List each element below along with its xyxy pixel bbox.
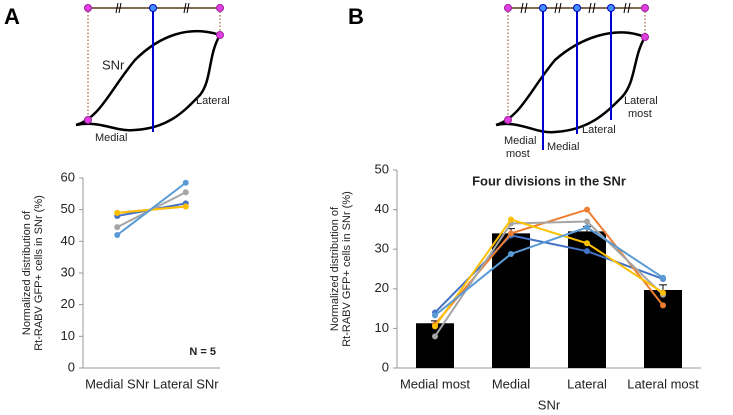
error-bar	[659, 284, 667, 290]
y-tick-label: 50	[61, 201, 75, 216]
x-tick-label: Lateral	[567, 376, 607, 391]
y-tick-label: 40	[375, 201, 389, 216]
x-tick-label: Medial most	[400, 376, 470, 391]
point	[114, 224, 121, 231]
x-tick-label: Medial	[492, 376, 530, 391]
diagram-label: SNr	[102, 57, 125, 72]
point	[660, 302, 666, 309]
y-axis-label: Normalized distribution of	[21, 210, 33, 335]
diagram-b	[495, 2, 649, 150]
y-axis-label: Rt-RABV GFP+ cells in SNr (%)	[33, 195, 45, 351]
point	[584, 248, 590, 255]
y-tick-label: 0	[382, 359, 389, 374]
panel-label: A	[4, 4, 20, 29]
x-tick-label: Medial SNr	[85, 376, 150, 391]
y-tick-label: 10	[375, 320, 389, 335]
point	[182, 189, 189, 196]
point	[660, 289, 666, 296]
diagram-label: Medial	[504, 135, 536, 147]
point	[508, 250, 514, 257]
chart-title: Four divisions in the SNr	[472, 173, 626, 188]
point	[508, 230, 514, 237]
x-tick-label: Lateral SNr	[153, 376, 219, 391]
y-tick-label: 60	[61, 169, 75, 184]
diagram-label: most	[628, 108, 652, 120]
point	[114, 232, 121, 238]
y-tick-label: 0	[68, 359, 75, 374]
panel-label: B	[348, 4, 364, 29]
diagram-label: most	[506, 148, 530, 160]
point	[660, 274, 666, 281]
diagram-label: Lateral	[624, 95, 658, 107]
annotation: N = 5	[189, 346, 216, 358]
diagram-label: Lateral	[196, 95, 230, 107]
diagram-label: Lateral	[582, 124, 616, 136]
point	[432, 312, 438, 319]
point	[508, 216, 514, 223]
series-line	[434, 218, 664, 327]
point	[584, 218, 590, 225]
point	[432, 323, 438, 330]
point	[584, 240, 590, 247]
y-axis-label: Normalized distribution of	[329, 206, 341, 331]
x-tick-label: Lateral most	[627, 376, 699, 391]
point	[182, 203, 189, 210]
diagram-label: Medial	[95, 132, 127, 144]
y-tick-label: 30	[61, 264, 75, 279]
x-axis-label: SNr	[538, 397, 561, 412]
y-tick-label: 30	[375, 241, 389, 256]
point	[584, 224, 590, 231]
point	[114, 209, 121, 216]
y-tick-label: 40	[61, 233, 75, 248]
y-tick-label: 20	[375, 280, 389, 295]
y-tick-label: 10	[61, 328, 75, 343]
diagram-a	[75, 2, 224, 132]
series-line	[434, 234, 664, 314]
diagram-label: Medial	[547, 141, 579, 153]
series-line	[116, 181, 187, 236]
bar	[644, 289, 682, 368]
series-line	[434, 220, 664, 337]
y-axis-label: Rt-RABV GFP+ cells in SNr (%)	[341, 191, 353, 347]
point	[432, 333, 438, 340]
y-tick-label: 50	[375, 161, 389, 176]
point	[584, 206, 590, 213]
point	[182, 179, 189, 186]
series-line	[434, 226, 664, 317]
y-tick-label: 20	[61, 296, 75, 311]
bar	[416, 323, 454, 368]
